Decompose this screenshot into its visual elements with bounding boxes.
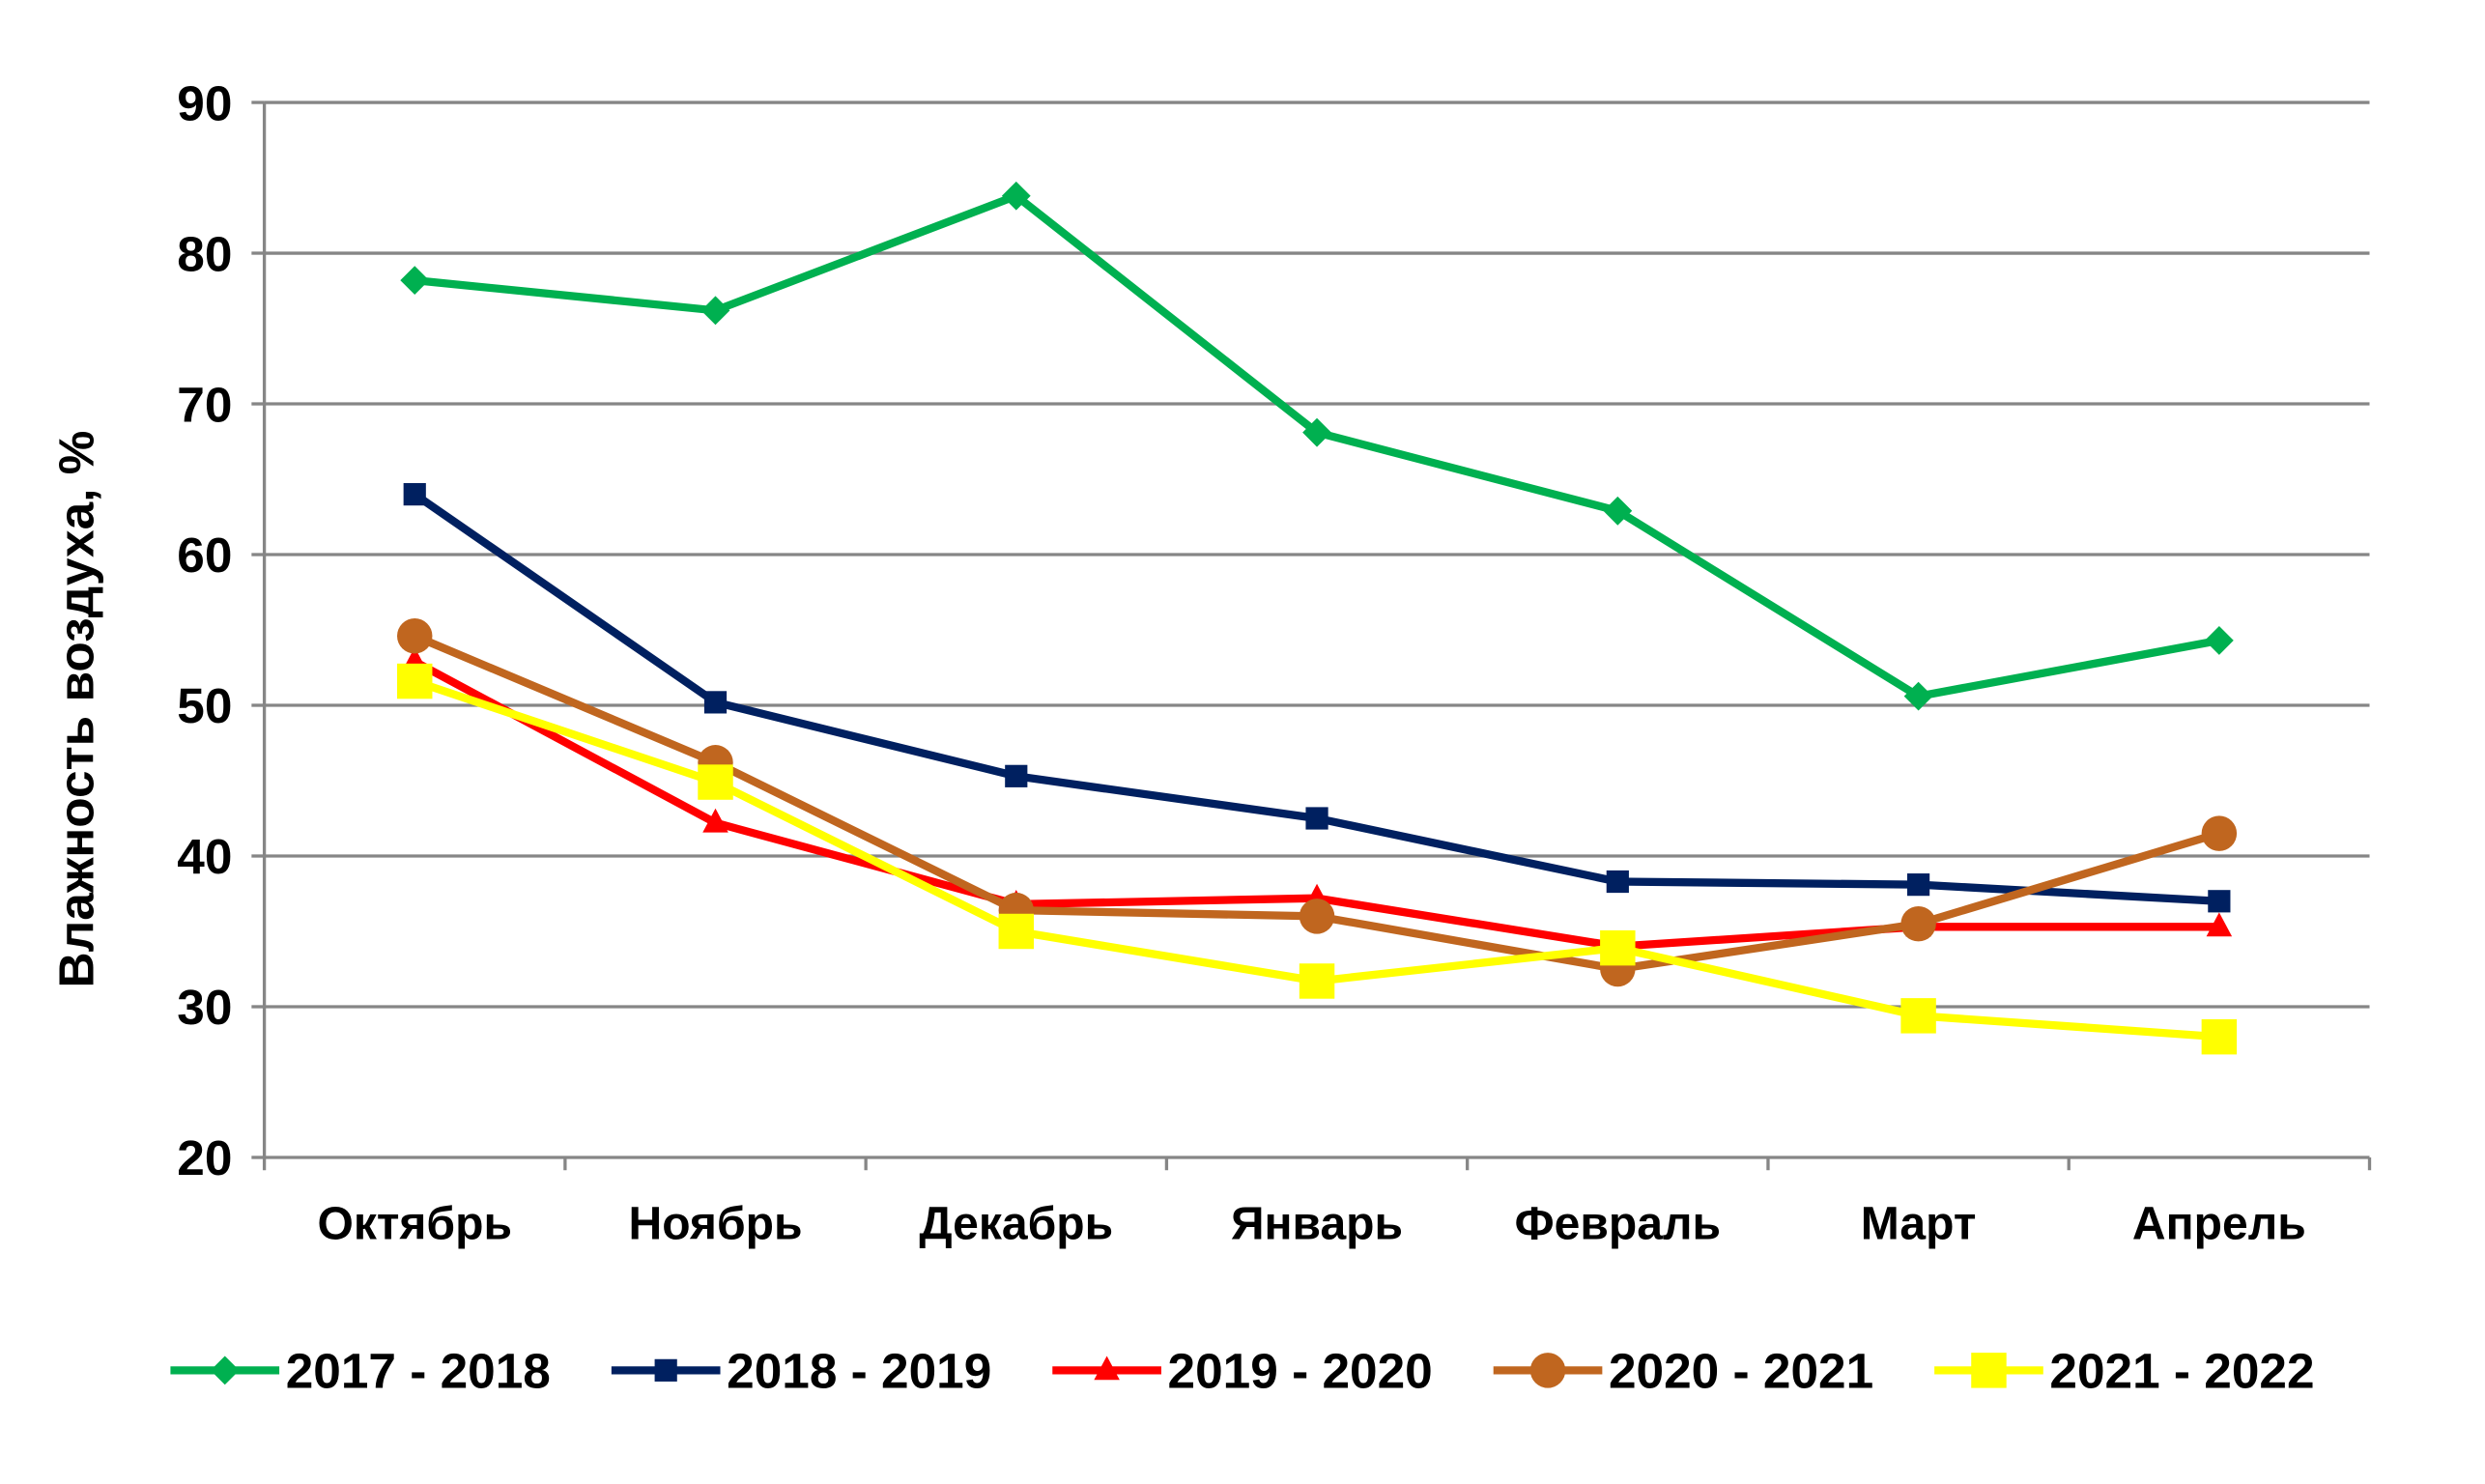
y-tick-label: 90: [177, 75, 232, 130]
y-tick-label: 60: [177, 528, 232, 583]
legend-marker: [1094, 1356, 1120, 1381]
data-point: [1299, 899, 1335, 934]
data-point: [2201, 1018, 2238, 1055]
y-tick-label: 20: [177, 1130, 232, 1185]
legend-marker: [210, 1356, 240, 1385]
data-point: [1900, 998, 1936, 1034]
data-point: [1900, 905, 1936, 942]
data-point: [2204, 626, 2234, 655]
x-tick-label: Ноябрь: [628, 1198, 802, 1249]
data-point: [1600, 929, 1636, 966]
y-tick-label: 50: [177, 678, 232, 733]
legend-label: 2017 - 2018: [286, 1344, 551, 1399]
data-point: [698, 764, 733, 800]
legend-label: 2021 - 2022: [2049, 1344, 2314, 1399]
data-point: [998, 913, 1035, 950]
y-tick-label: 80: [177, 226, 232, 281]
data-point: [2206, 912, 2233, 937]
y-axis-title: Влажность воздуха, %: [48, 431, 103, 988]
legend-marker: [1971, 1353, 2007, 1388]
data-point: [1305, 807, 1328, 830]
data-point: [400, 266, 430, 296]
data-point: [702, 808, 728, 833]
x-tick-label: Апрель: [2132, 1198, 2306, 1249]
y-tick-label: 70: [177, 377, 232, 432]
data-point: [397, 663, 433, 699]
data-point: [1299, 963, 1335, 999]
data-point: [2208, 890, 2231, 913]
data-point: [1906, 873, 1930, 897]
y-tick-label: 30: [177, 980, 232, 1035]
data-point: [2201, 815, 2238, 851]
x-tick-label: Март: [1861, 1198, 1977, 1249]
x-tick-label: Декабрь: [919, 1198, 1113, 1249]
legend-label: 2020 - 2021: [1609, 1344, 1873, 1399]
data-point: [703, 691, 728, 714]
data-point: [1606, 870, 1629, 894]
data-point: [397, 618, 433, 654]
x-tick-label: Январь: [1231, 1198, 1403, 1249]
y-tick-label: 40: [177, 829, 232, 884]
x-tick-label: Февраль: [1515, 1198, 1721, 1249]
data-point: [700, 296, 730, 326]
legend-marker: [1529, 1353, 1566, 1388]
legend: 2017 - 2018 2018 - 2019 2019 - 2020 2020 - …: [170, 1344, 2315, 1399]
legend-label: 2019 - 2020: [1168, 1344, 1433, 1399]
data-point: [1005, 764, 1028, 787]
legend-marker: [654, 1358, 677, 1382]
data-point: [1001, 181, 1031, 211]
legend-label: 2018 - 2019: [727, 1344, 991, 1399]
data-point: [403, 483, 426, 506]
x-tick-label: Октябрь: [317, 1198, 512, 1249]
data-point: [1903, 681, 1933, 711]
